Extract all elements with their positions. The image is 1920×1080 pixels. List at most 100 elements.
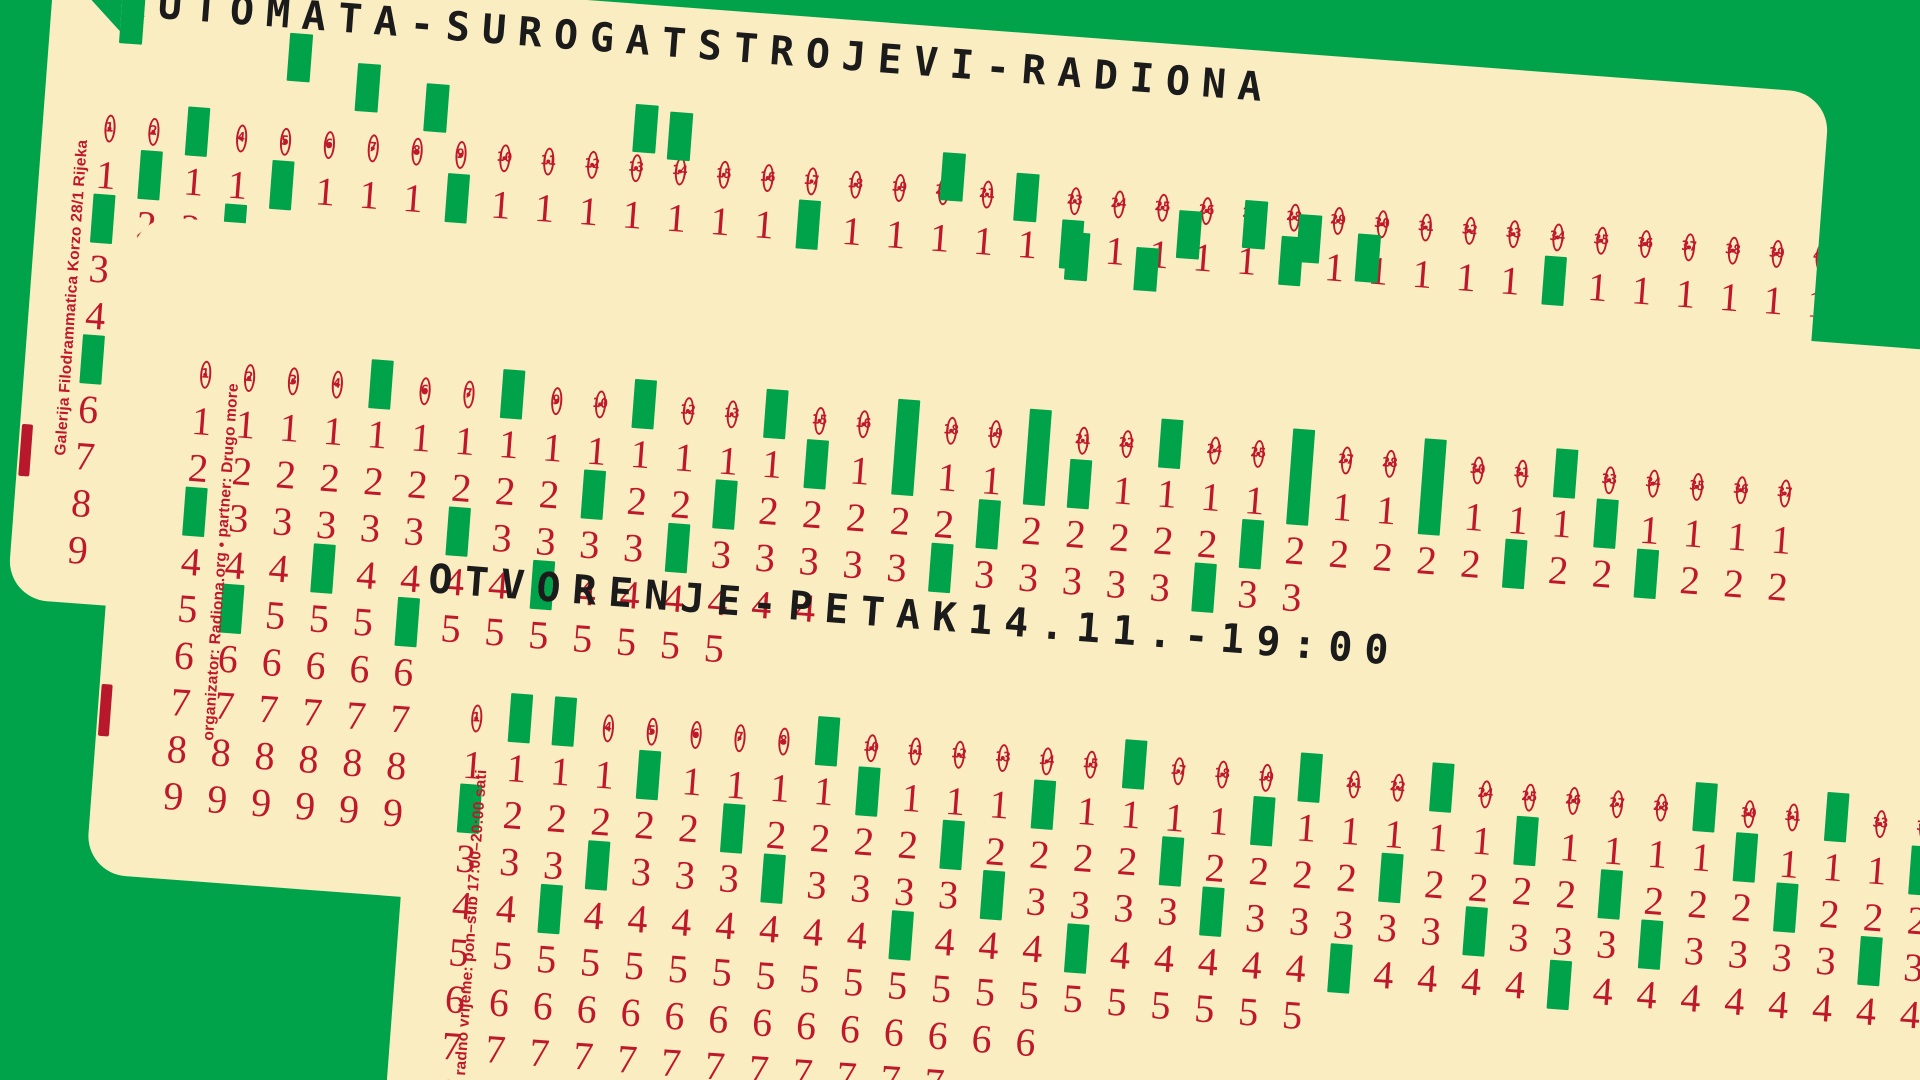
card-digit-cell: 19 — [971, 409, 1018, 459]
printed-char: R — [516, 8, 556, 58]
punched-hole — [1158, 836, 1185, 887]
card-digit: 8 — [384, 742, 409, 789]
card-digit-cell: 2 — [1228, 518, 1275, 572]
card-column-number: 6 — [324, 136, 334, 153]
card-digit-cell: 1 — [1239, 795, 1286, 849]
card-digit-cell: 20 — [1015, 408, 1062, 462]
card-digit-cell: 2 — [745, 486, 792, 536]
card-column-number: 15 — [811, 412, 828, 429]
card-column-number: 28 — [1652, 798, 1670, 816]
printed-char: A — [624, 17, 664, 66]
card-digit-cell: 4 — [570, 890, 617, 940]
card-digit-cell: 2 — [533, 793, 580, 843]
card-digit-cell: 28 — [1366, 438, 1413, 488]
card-column-number: 22 — [1118, 435, 1136, 452]
printed-char: S — [444, 3, 484, 53]
card-digit-cell: 1 — [573, 426, 620, 476]
card-digit-cell: 1 — [1407, 485, 1454, 538]
card-digit-cell: 5 — [296, 593, 343, 643]
card-digit: 3 — [490, 514, 514, 561]
card-digit-cell: 3 — [837, 863, 884, 913]
card-digit: 1 — [1119, 790, 1143, 838]
punched-hole — [89, 193, 116, 245]
card-digit-cell: 17 — [884, 398, 931, 452]
punched-hole — [1297, 752, 1323, 803]
card-digit: 2 — [1115, 837, 1140, 884]
card-digit-cell: 3 — [1180, 562, 1227, 616]
card-digit: 1 — [943, 777, 968, 824]
card-digit-cell: 18 — [927, 405, 974, 455]
card-column-number: 21 — [978, 185, 996, 203]
card-column-number: 7 — [735, 729, 745, 746]
card-column-number: 28 — [1381, 455, 1399, 472]
card-digit-cell: 1 — [625, 749, 672, 803]
printed-char: I — [1128, 54, 1168, 104]
printed-char: T — [660, 19, 700, 69]
card-digit-cell: 3 — [530, 840, 577, 890]
card-digit-cell: 1 — [960, 216, 1007, 266]
card-digit-cell: 3 — [829, 539, 876, 589]
card-column-number: 10 — [496, 149, 513, 166]
card-digit-cell: 24 — [1191, 425, 1238, 475]
card-digit-cell: 1 — [916, 213, 963, 263]
card-column-number: 24 — [1477, 785, 1494, 802]
card-digit-cell: 6 — [563, 984, 610, 1034]
card-digit: 2 — [449, 464, 474, 511]
card-digit-cell: 5 — [628, 706, 675, 756]
punched-hole — [1249, 795, 1276, 847]
card-column-number: 19 — [1257, 769, 1275, 786]
card-digit-cell: 2 — [1893, 895, 1920, 945]
printed-char: 1 — [966, 596, 1007, 646]
card-digit: 1 — [936, 453, 960, 500]
card-digit-cell: 2 — [174, 443, 221, 493]
card-digit-cell: 2 — [797, 813, 844, 863]
punched-hole — [584, 840, 611, 891]
card-digit-cell: 2 — [1579, 548, 1626, 598]
card-digit: 1 — [1506, 496, 1530, 543]
printed-char: - — [984, 44, 1024, 93]
card-digit-cell: 9 — [804, 716, 851, 769]
card-digit-cell: 8 — [329, 737, 376, 787]
card-digit-cell: 3 — [1495, 913, 1542, 963]
card-digit-cell: 24 — [1462, 769, 1509, 819]
card-digit: 5 — [176, 584, 200, 632]
printed-char: A — [1236, 63, 1276, 112]
card-digit-cell: 4 — [299, 543, 346, 597]
card-digit-cell: 1 — [310, 406, 357, 456]
card-digit-cell: 2 — [394, 459, 441, 509]
card-digit-cell: 4 — [217, 113, 264, 163]
card-digit-cell: 1 — [1618, 265, 1665, 315]
card-digit: 2 — [362, 457, 386, 504]
card-digit: 1 — [1410, 250, 1435, 297]
card-digit-cell: 6 — [1002, 1017, 1049, 1067]
card-digit: 2 — [1686, 880, 1710, 927]
card-digit-cell: 7 — [911, 1057, 958, 1080]
punched-hole — [891, 445, 917, 497]
card-digit: 1 — [94, 151, 118, 198]
card-digit-cell: 3 — [1136, 562, 1183, 612]
card-digit-cell: 1 — [1399, 249, 1446, 299]
card-digit: 1 — [971, 217, 996, 264]
card-digit-cell: 4 — [1184, 936, 1231, 986]
card-digit-cell: 2 — [1710, 558, 1757, 608]
card-column-number: 7 — [464, 386, 473, 402]
card-digit: 3 — [1682, 927, 1706, 974]
card-digit-cell: 1 — [1370, 809, 1417, 859]
card-digit-cell: 1 — [477, 180, 524, 230]
card-digit: 2 — [545, 794, 569, 842]
card-digit-cell: 2 — [1762, 882, 1809, 936]
card-digit-cell: 1 — [1530, 255, 1577, 309]
card-digit: 1 — [1243, 476, 1267, 524]
card-digit-cell: 3 — [1232, 893, 1279, 943]
punched-hole — [1191, 562, 1217, 613]
card-digit: 4 — [83, 291, 108, 339]
card-digit: 1 — [1630, 266, 1654, 314]
card-digit: 4 — [1284, 944, 1308, 991]
card-digit-cell: 2 — [840, 816, 887, 866]
card-digit: 2 — [1722, 559, 1746, 607]
card-digit-cell: 22 — [1374, 762, 1421, 812]
card-digit-cell: 5 — [918, 963, 965, 1013]
card-digit-cell: 6 — [519, 981, 566, 1031]
card-digit-cell: 3 — [705, 853, 752, 903]
card-digit: 3 — [797, 537, 821, 584]
